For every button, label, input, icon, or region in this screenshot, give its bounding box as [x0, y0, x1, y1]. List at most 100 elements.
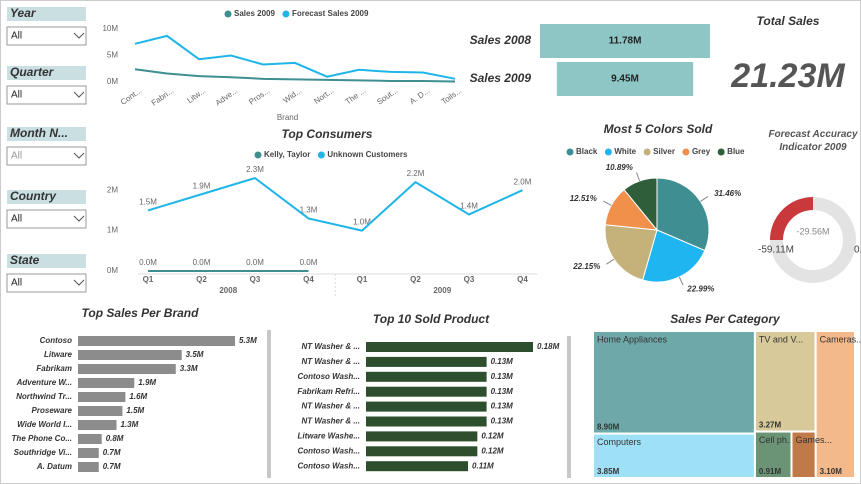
data-label: 2.0M — [514, 177, 532, 186]
card-title: Total Sales — [757, 14, 820, 28]
y-category-label: Litware — [44, 350, 73, 359]
legend-swatch — [254, 151, 262, 159]
legend-label: Blue — [727, 147, 745, 156]
y-category-label: NT Washer & ... — [301, 357, 360, 366]
data-label: 0.12M — [481, 432, 504, 441]
treemap-tile — [592, 432, 756, 479]
data-label: 0.8M — [106, 434, 124, 443]
slicer-value: All — [11, 31, 22, 42]
y-category-label: Southridge Vi... — [14, 448, 72, 457]
leader-line — [636, 172, 641, 182]
slicer-dropdown[interactable] — [6, 26, 87, 46]
bar — [78, 406, 123, 416]
leader-line — [603, 200, 612, 206]
slicer-dropdown[interactable] — [6, 85, 87, 105]
gauge-title: Forecast Accuracy Indicator 2009 — [768, 129, 858, 153]
scrollbar[interactable] — [567, 336, 571, 478]
y-tick-label: 0M — [107, 77, 118, 86]
bar — [366, 356, 487, 367]
data-label: 3.3M — [180, 364, 198, 373]
chevron — [73, 32, 85, 39]
slicer-label: Country — [10, 189, 57, 203]
x-tick-label: Litw... — [185, 86, 207, 105]
data-label: 22.99% — [686, 285, 714, 294]
chart-title: Sales Per Category — [670, 312, 781, 326]
scrollbar[interactable] — [267, 330, 271, 478]
card-value: 21.23M — [730, 57, 845, 95]
legend-swatch — [566, 148, 574, 156]
x-tick-label: Q1 — [143, 275, 154, 284]
data-label: 0.0M — [139, 258, 157, 267]
data-label: 9.45M — [611, 74, 639, 85]
legend-label: Grey — [692, 147, 711, 156]
x-tick-label: Wid... — [281, 86, 303, 105]
y-category-label: Adventure W... — [16, 378, 72, 387]
tile-label: Games... — [796, 435, 833, 445]
data-label: 22.15% — [572, 262, 600, 271]
bar — [366, 446, 478, 457]
funnel-label: Sales 2009 — [470, 71, 532, 85]
x-tick-label: Q2 — [410, 275, 421, 284]
x-tick-label: A. D... — [408, 86, 431, 106]
legend-swatch — [224, 10, 232, 18]
gauge-min-label: -59.11M — [758, 245, 794, 256]
data-label: 0.13M — [491, 417, 514, 426]
y-category-label: Wide World I... — [17, 420, 72, 429]
treemap-tile — [790, 430, 817, 480]
pie-slice — [642, 229, 706, 283]
legend-swatch — [282, 10, 290, 18]
x-tick-label: Q3 — [250, 275, 261, 284]
bar — [78, 462, 99, 472]
x-tick-label: Adve... — [214, 86, 240, 108]
legend-label: Sales 2009 — [234, 9, 275, 18]
slicer-dropdown[interactable] — [6, 146, 87, 166]
bar — [78, 448, 99, 458]
chart-title: Top 10 Sold Product — [373, 312, 490, 326]
funnel-bar — [556, 62, 694, 96]
legend-swatch — [317, 151, 325, 159]
funnel-label: Sales 2008 — [470, 33, 532, 47]
legend-label: Kelly, Taylor — [264, 150, 310, 159]
treemap-tile — [753, 430, 793, 480]
data-label: 5.3M — [239, 336, 257, 345]
tile-label: Computers — [597, 437, 642, 447]
bar — [78, 392, 126, 402]
data-label: 1.5M — [139, 198, 157, 207]
x-tick-label: Q4 — [517, 275, 528, 284]
slicer-dropdown[interactable] — [6, 209, 87, 229]
slicer-label: Month N... — [10, 126, 68, 140]
gauge-value — [770, 197, 813, 240]
slicer-header — [7, 7, 86, 21]
legend-label: Forecast Sales 2009 — [292, 9, 369, 18]
y-category-label: NT Washer & ... — [301, 342, 360, 351]
slicer-dropdown[interactable] — [6, 273, 87, 293]
treemap-tile — [753, 330, 817, 433]
data-label: 0.13M — [491, 372, 514, 381]
slicer-label: Year — [10, 6, 37, 20]
slicer-label: Quarter — [10, 65, 55, 79]
pie-slice — [604, 224, 658, 281]
data-label: 1.3M — [300, 206, 318, 215]
data-label: 0.11M — [472, 461, 494, 470]
legend-swatch — [682, 148, 690, 156]
slicer-value: All — [11, 278, 22, 289]
chevron — [73, 152, 85, 159]
data-label: 0.0M — [246, 258, 264, 267]
bar — [78, 364, 176, 374]
y-category-label: Northwind Tr... — [16, 392, 72, 401]
slicer-header — [7, 66, 86, 80]
x-tick-label: Q4 — [303, 275, 314, 284]
y-tick-label: 5M — [107, 51, 118, 60]
data-label: 10.89% — [606, 163, 633, 172]
chart-title: Top Sales Per Brand — [82, 306, 200, 320]
legend-swatch — [717, 148, 725, 156]
funnel-bar — [540, 24, 710, 58]
y-tick-label: 0M — [107, 266, 118, 275]
bar — [78, 350, 182, 360]
leader-line — [700, 196, 709, 202]
x-tick-label: Nort... — [312, 86, 335, 106]
data-label: 0.18M — [537, 342, 560, 351]
leader-line — [606, 258, 615, 265]
tile-value: 8.90M — [597, 423, 620, 432]
